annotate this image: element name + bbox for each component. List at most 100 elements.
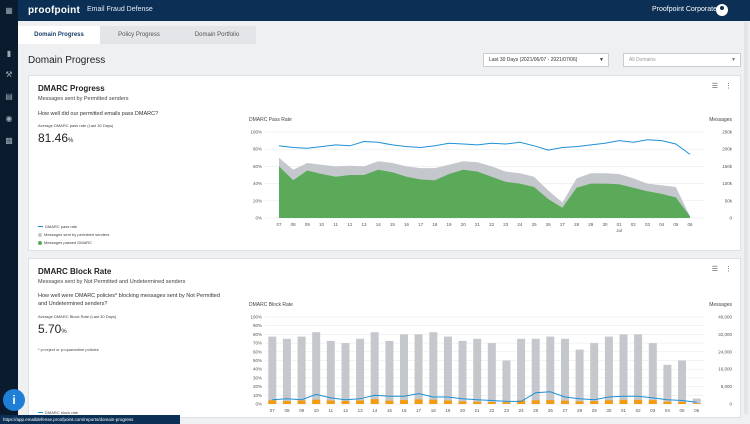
chevron-down-icon: ▼ [731, 57, 736, 63]
x-tick-label: 04 [665, 408, 671, 413]
tab-domain-progress[interactable]: Domain Progress [18, 26, 100, 44]
legend-label: Messages passed DMARC [44, 240, 93, 245]
left-tick-label: 30% [253, 375, 262, 380]
top-bar: proofpoint Email Fraud Defense Proofpoin… [0, 0, 750, 21]
sitemap-icon[interactable]: ▩ [5, 136, 13, 145]
card-actions: ☰ ⋮ [705, 265, 732, 273]
messages-bar [487, 343, 496, 404]
x-tick-label: 24 [519, 408, 525, 413]
dmarc-pass-rate-chart: DMARC Pass Rate Messages0%20%40%60%80%100… [249, 117, 733, 233]
messages-bar [575, 349, 584, 404]
x-tick-label: 25 [533, 408, 539, 413]
left-tick-label: 100% [250, 130, 262, 135]
x-tick-label: 19 [447, 222, 453, 227]
left-tick-label: 10% [253, 393, 262, 398]
right-axis-title: Messages [709, 302, 732, 308]
messages-bar [326, 340, 335, 404]
blocked-bar [356, 400, 365, 404]
help-info-button[interactable]: i [3, 389, 25, 411]
right-tick-label: 16,000 [718, 367, 732, 372]
legend-swatch [38, 240, 42, 245]
status-url: https://app.emaildefense.proofpoint.com/… [0, 415, 180, 424]
bar-chart-icon[interactable]: ▮ [6, 49, 12, 58]
blocked-bar [575, 401, 584, 404]
x-tick-label: 02 [636, 408, 642, 413]
messages-bar [473, 338, 482, 405]
list-view-icon[interactable]: ☰ [711, 83, 718, 90]
right-tick-label: 32,000 [718, 332, 732, 337]
left-tick-label: 40% [253, 367, 262, 372]
messages-bar [546, 336, 555, 404]
card-actions: ☰ ⋮ [705, 82, 732, 90]
messages-bar [678, 360, 686, 404]
date-range-select[interactable]: Last 30 Days (2021/06/07 - 2021/07/06) ▼ [483, 53, 609, 67]
left-axis-title: DMARC Pass Rate [249, 117, 292, 123]
brand-logo[interactable]: proofpoint [28, 5, 80, 16]
blocked-bar [619, 399, 628, 404]
wrench-icon[interactable]: ⚒ [5, 70, 13, 79]
page-title: Domain Progress [28, 55, 106, 66]
left-tick-label: 90% [253, 323, 262, 328]
messages-bar [370, 332, 379, 404]
right-tick-label: 0 [729, 402, 732, 407]
blocked-bar [400, 400, 408, 404]
blocked-bar [678, 401, 686, 404]
tab-domain-portfolio[interactable]: Domain Portfolio [178, 26, 256, 44]
more-options-icon[interactable]: ⋮ [725, 83, 732, 90]
x-tick-label: 30 [606, 408, 612, 413]
x-tick-label: 14 [376, 222, 382, 227]
block-rate-line [272, 391, 697, 403]
blocked-bar [370, 399, 379, 404]
average-number: 5.70 [38, 322, 62, 336]
messages-bar [429, 332, 438, 404]
blocked-bar [502, 402, 511, 404]
x-tick-label: 04 [659, 222, 665, 227]
blocked-bar [634, 399, 643, 404]
x-tick-label: 07 [270, 408, 276, 413]
x-tick-label: 29 [592, 408, 598, 413]
average-label: Average DMARC pass rate (Last 30 Days) [38, 123, 114, 128]
blocked-bar [458, 401, 467, 404]
right-tick-label: 200k [722, 147, 733, 152]
left-tick-label: 0% [255, 402, 262, 407]
x-tick-label: 25 [532, 222, 538, 227]
user-avatar-icon[interactable] [716, 4, 728, 16]
page-scrollbar[interactable] [744, 22, 748, 414]
id-card-icon[interactable]: ▤ [5, 92, 13, 101]
more-options-icon[interactable]: ⋮ [725, 266, 732, 273]
average-value: 5.70% [38, 322, 67, 336]
card-subtitle: Messages sent by Not Permitted and Undet… [38, 279, 186, 285]
list-view-icon[interactable]: ☰ [711, 266, 718, 273]
globe-icon[interactable]: ◉ [5, 114, 13, 123]
x-tick-label: 22 [489, 222, 495, 227]
messages-bar [517, 338, 526, 405]
x-tick-label: 23 [504, 408, 510, 413]
messages-bar [458, 340, 467, 404]
apps-grid-icon[interactable]: ▦ [5, 6, 13, 15]
dmarc-block-rate-card: DMARC Block Rate Messages sent by Not Pe… [28, 258, 741, 418]
pass-rate-line [278, 139, 691, 155]
x-tick-label: 03 [650, 408, 656, 413]
left-tick-label: 40% [253, 181, 262, 186]
blocked-bar [517, 400, 526, 404]
x-tick-label: 19 [445, 408, 451, 413]
x-tick-label: 12 [347, 222, 353, 227]
messages-bar [604, 336, 613, 404]
right-tick-label: 0 [729, 216, 732, 221]
messages-bar [414, 334, 423, 404]
domains-select[interactable]: All Domains ▼ [623, 53, 741, 67]
legend-line-swatch [38, 412, 43, 414]
blocked-bar [604, 400, 613, 404]
messages-bar [356, 338, 365, 405]
average-value: 81.46% [38, 131, 73, 145]
blocked-bar [473, 401, 482, 404]
x-tick-label: 23 [503, 222, 509, 227]
right-tick-label: 100k [722, 181, 733, 186]
tab-policy-progress[interactable]: Policy Progress [100, 26, 178, 44]
organization-name[interactable]: Proofpoint Corporate [652, 6, 717, 13]
messages-bar [268, 336, 277, 404]
messages-bar [663, 364, 672, 404]
left-tick-label: 50% [253, 358, 262, 363]
x-tick-label: 15 [390, 222, 396, 227]
blocked-bar [487, 402, 496, 404]
